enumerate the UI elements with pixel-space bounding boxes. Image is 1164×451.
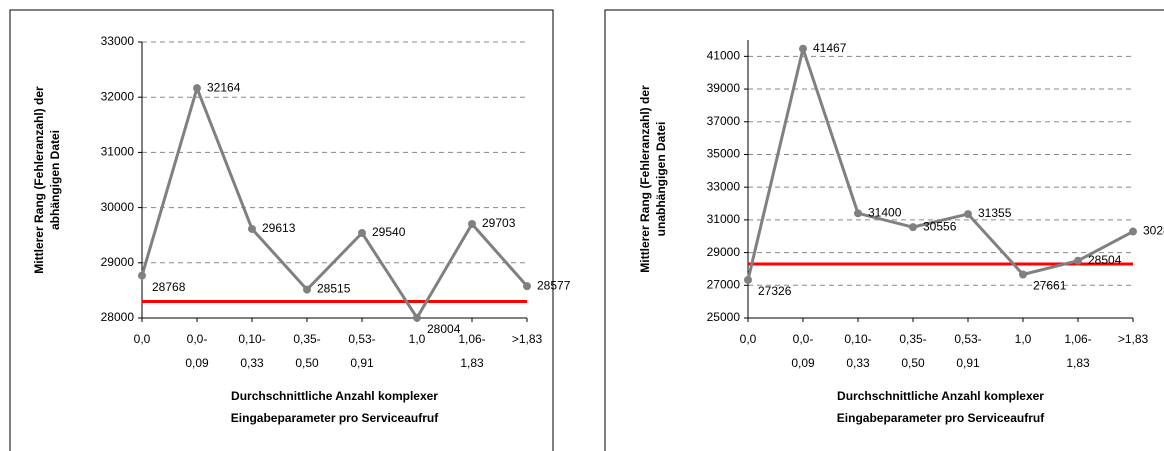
y-tick-label: 31000 [101, 145, 135, 159]
x-tick-label: 0,09 [185, 356, 209, 370]
x-tick-label: 0,0- [793, 332, 814, 346]
point [358, 228, 366, 237]
x-tick-label: 0,0- [187, 332, 208, 346]
x-tick-label: 0,33 [240, 356, 264, 370]
point [248, 224, 256, 233]
data-label: 29613 [262, 221, 296, 235]
y-tick-label: 29000 [707, 245, 741, 259]
x-axis-title: Eingabeparameter pro Serviceaufruf [231, 411, 439, 425]
x-tick-label: >1,83 [1118, 332, 1149, 346]
y-tick-label: 31000 [707, 212, 741, 226]
point [523, 282, 531, 291]
x-tick-label: 0,0 [134, 332, 151, 346]
x-tick-label: 0,50 [901, 356, 925, 370]
x-tick-label: 0,0 [740, 332, 757, 346]
y-axis-title: Mittlerer Rang (Fehleranzahl) der [32, 86, 46, 274]
data-label: 32164 [207, 80, 241, 94]
x-tick-label: 0,35- [899, 332, 926, 346]
x-tick-label: 1,83 [1066, 356, 1090, 370]
y-tick-label: 33000 [707, 179, 741, 193]
data-label: 28515 [317, 282, 351, 296]
y-tick-label: 39000 [707, 81, 741, 95]
point [1074, 256, 1082, 265]
x-tick-label: 0,10- [238, 332, 265, 346]
point [744, 275, 752, 284]
y-tick-label: 33000 [101, 34, 135, 48]
x-tick-label: 0,91 [350, 356, 374, 370]
x-tick-label: 1,0 [409, 332, 426, 346]
data-label: 28504 [1088, 253, 1122, 267]
chart-frame [9, 9, 554, 451]
point [799, 44, 807, 53]
x-tick-label: 0,53- [348, 332, 375, 346]
point [909, 223, 917, 232]
x-tick-label: 1,06- [458, 332, 485, 346]
x-tick-label: 1,83 [460, 356, 484, 370]
x-tick-label: 0,91 [956, 356, 980, 370]
point [468, 219, 476, 228]
point [1019, 270, 1027, 279]
data-label: 41467 [813, 41, 847, 55]
point [303, 285, 311, 294]
data-label: 30556 [923, 219, 957, 233]
y-tick-label: 28000 [101, 310, 135, 324]
y-tick-label: 29000 [101, 255, 135, 269]
point [964, 210, 972, 219]
x-tick-label: 1,0 [1015, 332, 1032, 346]
y-axis-title: abhängigen Datei [48, 130, 62, 230]
data-label: 29703 [482, 216, 516, 230]
y-axis-title: Mittlerer Rang (Fehleranzahl) der [638, 85, 652, 273]
data-label: 30286 [1143, 224, 1164, 238]
data-label: 31400 [868, 206, 902, 220]
data-label: 28004 [427, 322, 461, 336]
data-label: 28577 [537, 278, 571, 292]
y-tick-label: 32000 [101, 89, 135, 103]
x-axis-title: Durchschnittliche Anzahl komplexer [231, 389, 438, 403]
x-tick-label: 0,35- [293, 332, 320, 346]
x-tick-label: 0,53- [954, 332, 981, 346]
series-line [140, 86, 529, 320]
point [413, 313, 421, 322]
point [1129, 227, 1137, 236]
chart-frame [604, 9, 1164, 451]
x-tick-label: 1,06- [1064, 332, 1091, 346]
x-tick-label: 0,10- [844, 332, 871, 346]
data-label: 27661 [1033, 279, 1067, 293]
y-tick-label: 30000 [101, 200, 135, 214]
point [138, 271, 146, 280]
x-axis-title: Durchschnittliche Anzahl komplexer [837, 389, 1044, 403]
series-line [746, 47, 1134, 281]
y-axis-title: unabhängigen Datei [654, 122, 668, 237]
y-tick-label: 35000 [707, 147, 741, 161]
y-tick-label: 25000 [707, 310, 741, 324]
y-tick-label: 37000 [707, 114, 741, 128]
y-tick-label: 27000 [707, 277, 741, 291]
data-label: 27326 [758, 284, 792, 298]
point [193, 84, 201, 93]
x-tick-label: 0,50 [295, 356, 319, 370]
data-label: 28768 [152, 280, 186, 294]
data-label: 29540 [372, 225, 406, 239]
x-axis-title: Eingabeparameter pro Serviceaufruf [837, 411, 1045, 425]
x-tick-label: 0,09 [791, 356, 815, 370]
x-tick-label: 0,33 [846, 356, 870, 370]
x-tick-label: >1,83 [512, 332, 543, 346]
point [854, 209, 862, 218]
y-tick-label: 41000 [707, 49, 741, 63]
data-label: 31355 [978, 206, 1012, 220]
